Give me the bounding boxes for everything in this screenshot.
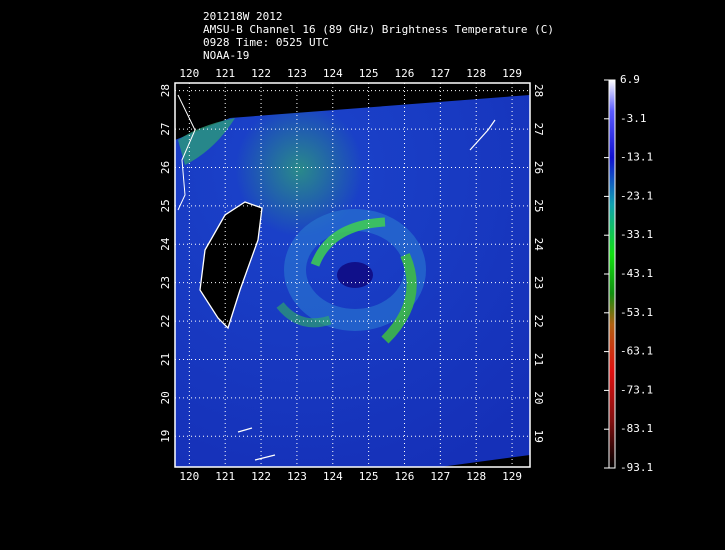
lat-label-left: 25 [159,199,172,212]
title-line: AMSU-B Channel 16 (89 GHz) Brightness Te… [203,23,554,36]
lon-label-bottom: 126 [395,470,415,483]
lon-label-bottom: 122 [251,470,271,483]
lat-label-left: 23 [159,276,172,289]
lat-label-left: 28 [159,84,172,97]
lon-label-bottom: 125 [359,470,379,483]
lat-label-left: 22 [159,314,172,327]
lat-label-right: 24 [532,238,545,252]
rainband [276,302,332,328]
colorbar-label: -93.1 [620,461,653,474]
taiwan-coast [199,201,263,330]
lat-label-left: 21 [159,353,172,366]
map-frame [174,82,531,468]
lat-label-right: 25 [532,199,545,212]
lon-label-top: 128 [466,67,486,80]
imagery [175,94,530,467]
lon-label-top: 121 [215,67,235,80]
colorbar-label: -63.1 [620,345,653,358]
colorbar-label: -43.1 [620,267,653,280]
cloud-band [178,118,235,165]
lat-label-right: 27 [532,122,545,135]
colorbar-label: -33.1 [620,228,653,241]
title-line: 201218W 2012 [203,10,282,23]
lat-label-left: 26 [159,161,172,174]
rainband [310,217,386,267]
lon-label-top: 127 [430,67,450,80]
lat-label-right: 26 [532,161,545,174]
colorbar-label: -53.1 [620,306,653,319]
lon-label-top: 125 [359,67,379,80]
lon-label-bottom: 121 [215,470,235,483]
title-line: NOAA-19 [203,49,249,62]
lat-label-right: 21 [532,353,545,366]
title-line: 0928 Time: 0525 UTC [203,36,329,49]
lon-label-bottom: 127 [430,470,450,483]
lon-label-top: 122 [251,67,271,80]
colorbar-label: -3.1 [620,112,647,125]
lon-label-top: 123 [287,67,307,80]
lat-label-right: 22 [532,314,545,327]
lon-label-top: 129 [502,67,522,80]
lat-label-left: 19 [159,430,172,443]
lat-label-right: 28 [532,84,545,97]
colorbar [608,79,616,469]
lat-label-right: 19 [532,430,545,443]
lon-label-bottom: 124 [323,470,343,483]
colorbar-label: -23.1 [620,189,653,202]
lon-label-top: 124 [323,67,343,80]
lat-label-left: 20 [159,391,172,404]
lat-label-left: 27 [159,122,172,135]
coastline [177,94,196,211]
islands [237,427,276,461]
lat-label-right: 20 [532,391,545,404]
colorbar-label: -83.1 [620,422,653,435]
colorbar-label: -73.1 [620,383,653,396]
eye [337,262,373,288]
lon-label-bottom: 120 [179,470,199,483]
lat-label-right: 23 [532,276,545,289]
lon-label-bottom: 129 [502,470,522,483]
lon-label-bottom: 123 [287,470,307,483]
lat-label-left: 24 [159,237,172,251]
title-block: 201218W 2012 AMSU-B Channel 16 (89 GHz) … [203,10,554,62]
colorbar-label: 6.9 [620,73,640,86]
rainband [381,252,417,344]
lon-label-top: 120 [179,67,199,80]
lon-label-top: 126 [395,67,415,80]
lon-label-bottom: 128 [466,470,486,483]
colorbar-label: -13.1 [620,151,653,164]
